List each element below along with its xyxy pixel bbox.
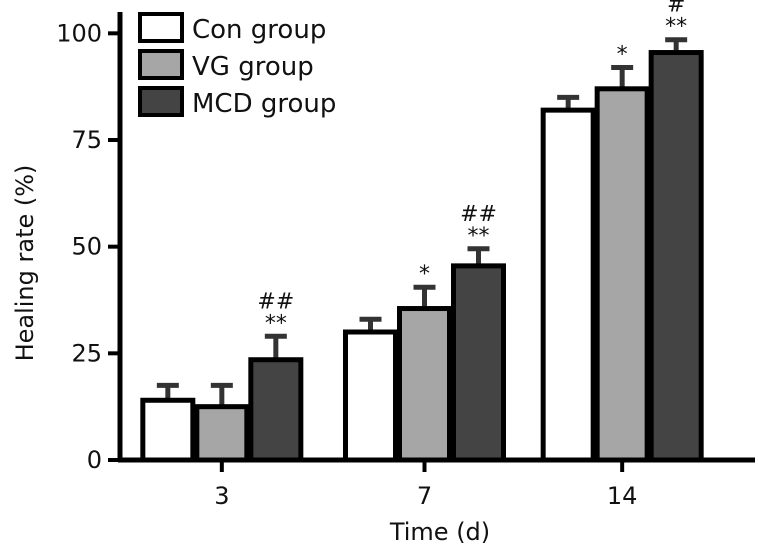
- bar: [397, 306, 452, 463]
- significance-marker: #: [667, 0, 685, 18]
- legend-swatch: [138, 49, 184, 80]
- significance-marker: **: [265, 311, 287, 336]
- significance-marker: *: [617, 42, 628, 67]
- y-tick-label: 50: [71, 233, 102, 261]
- significance-marker: *: [419, 262, 430, 287]
- significance-marker: ##: [460, 202, 497, 227]
- x-axis-title: Time (d): [389, 518, 490, 546]
- significance-annotations: **##**##**#**: [257, 0, 687, 336]
- y-tick-label: 0: [87, 446, 102, 474]
- y-tick-label: 75: [71, 126, 102, 154]
- bar: [248, 357, 304, 463]
- significance-marker: **: [468, 224, 490, 249]
- bar: [451, 263, 506, 463]
- bar: [648, 50, 704, 463]
- legend-label: MCD group: [192, 89, 336, 119]
- y-axis-title: Healing rate (%): [11, 165, 39, 362]
- bars: [140, 37, 704, 463]
- bar: [343, 329, 398, 463]
- significance-marker: **: [665, 15, 687, 40]
- legend-label: VG group: [192, 52, 314, 82]
- bar: [594, 86, 650, 463]
- bar: [140, 397, 196, 463]
- legend-label: Con group: [192, 15, 326, 45]
- x-tick-label: 7: [417, 482, 432, 510]
- legend-swatch: [138, 86, 184, 117]
- legend-swatch: [138, 12, 184, 43]
- bar: [194, 404, 250, 463]
- legend: Con group VG group MCD group: [138, 12, 336, 119]
- x-tick-label: 14: [607, 482, 638, 510]
- bar: [540, 107, 596, 463]
- significance-marker: ##: [257, 289, 294, 314]
- y-tick-label: 25: [71, 339, 102, 367]
- x-tick-label: 3: [214, 482, 229, 510]
- y-tick-label: 100: [56, 19, 102, 47]
